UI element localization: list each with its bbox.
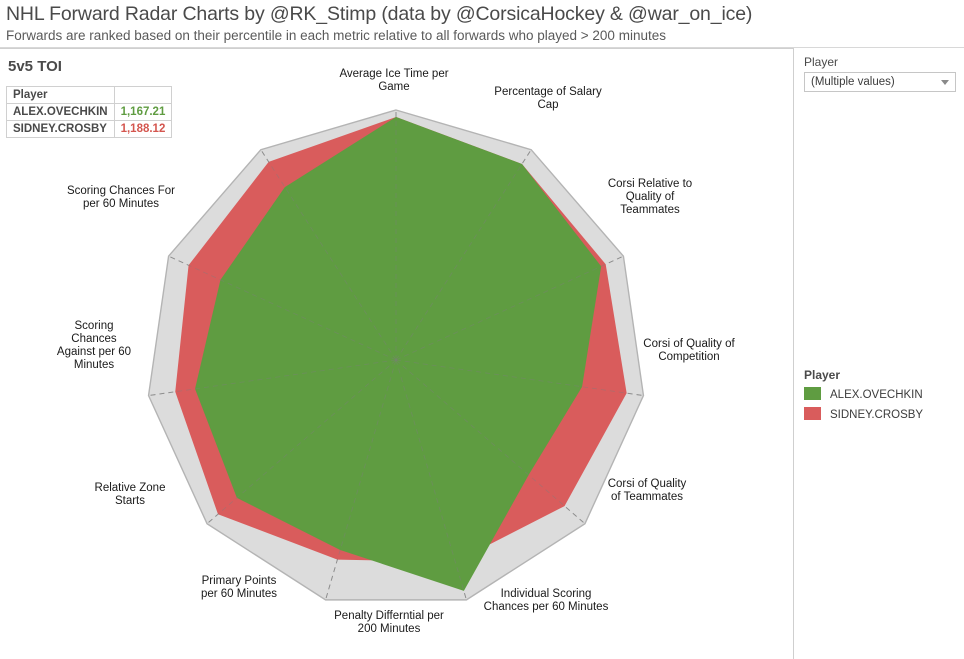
cell-player-name: ALEX.OVECHKIN (6, 103, 115, 121)
radar-axis-spoke-overlay (168, 255, 397, 361)
radar-axis-label: Individual Scoring Chances per 60 Minute… (483, 588, 609, 613)
cell-toi-value: 1,188.12 (113, 120, 173, 138)
radar-axis-spoke-overlay (206, 359, 397, 525)
legend-item-label: ALEX.OVECHKIN (830, 389, 923, 401)
radar-axis-spoke-overlay (148, 359, 397, 396)
radar-axis-label: Scoring Chances Against per 60 Minutes (56, 320, 132, 371)
radar-axis-label: Relative Zone Starts (94, 482, 166, 507)
radar-axis-label: Corsi of Quality of Competition (643, 338, 735, 363)
legend-color-swatch (804, 387, 821, 400)
page-title: NHL Forward Radar Charts by @RK_Stimp (d… (6, 3, 753, 25)
toi-table: Player ALEX.OVECHKIN 1,167.21 SIDNEY.CROSB… (6, 86, 173, 138)
radar-axis-spoke-overlay (395, 359, 644, 396)
radar-axis-spoke (325, 359, 397, 601)
legend-item-label: SIDNEY.CROSBY (830, 409, 924, 421)
legend-color-swatch (804, 407, 821, 420)
radar-axis-label: Corsi of Quality of Teammates (607, 478, 687, 503)
radar-axis-label: Penalty Differntial per 200 Minutes (334, 610, 444, 635)
radar-axis-label: Percentage of Salary Cap (494, 86, 602, 111)
header-divider (0, 47, 964, 48)
table-row[interactable]: ALEX.OVECHKIN 1,167.21 (6, 103, 173, 121)
cell-player-name: SIDNEY.CROSBY (6, 120, 115, 138)
cell-toi-value: 1,167.21 (113, 103, 173, 121)
chevron-down-icon (941, 80, 949, 85)
table-row[interactable]: SIDNEY.CROSBY 1,188.12 (6, 120, 173, 138)
radar-axis-spoke-overlay (260, 149, 397, 361)
column-header-value (113, 86, 173, 104)
radar-axis-spoke-overlay (325, 359, 397, 600)
radar-svg (147, 109, 645, 601)
legend-item[interactable]: SIDNEY.CROSBY (804, 407, 923, 424)
player-filter-dropdown[interactable]: (Multiple values) (804, 72, 956, 92)
radar-series-group (148, 110, 644, 600)
radar-axis-spoke-overlay (395, 359, 467, 600)
player-filter-value: (Multiple values) (811, 76, 895, 88)
radar-axis-label: Scoring Chances For per 60 Minutes (66, 185, 176, 210)
legend-item[interactable]: ALEX.OVECHKIN (804, 387, 923, 404)
radar-axis-label: Corsi Relative to Quality of Teammates (607, 178, 693, 216)
legend-title: Player (804, 368, 841, 382)
radar-chart: Average Ice Time per Game Percentage of S… (0, 48, 794, 659)
column-header-player: Player (6, 86, 115, 104)
table-header-row: Player (6, 86, 173, 104)
right-sidebar: Player (Multiple values) Player ALEX.OVE… (795, 48, 964, 659)
radar-axis-spoke-overlay (395, 149, 532, 361)
player-filter-label: Player (804, 55, 839, 69)
radar-axis-spoke-overlay (395, 359, 586, 525)
radar-axis-label: Average Ice Time per Game (339, 68, 449, 93)
page-subtitle: Forwards are ranked based on their perce… (6, 28, 666, 43)
radar-series-polygon[interactable] (195, 116, 602, 591)
radar-axis-spoke-overlay (395, 255, 624, 361)
radar-axis-label: Primary Points per 60 Minutes (200, 575, 278, 600)
panel-title: 5v5 TOI (8, 58, 62, 75)
